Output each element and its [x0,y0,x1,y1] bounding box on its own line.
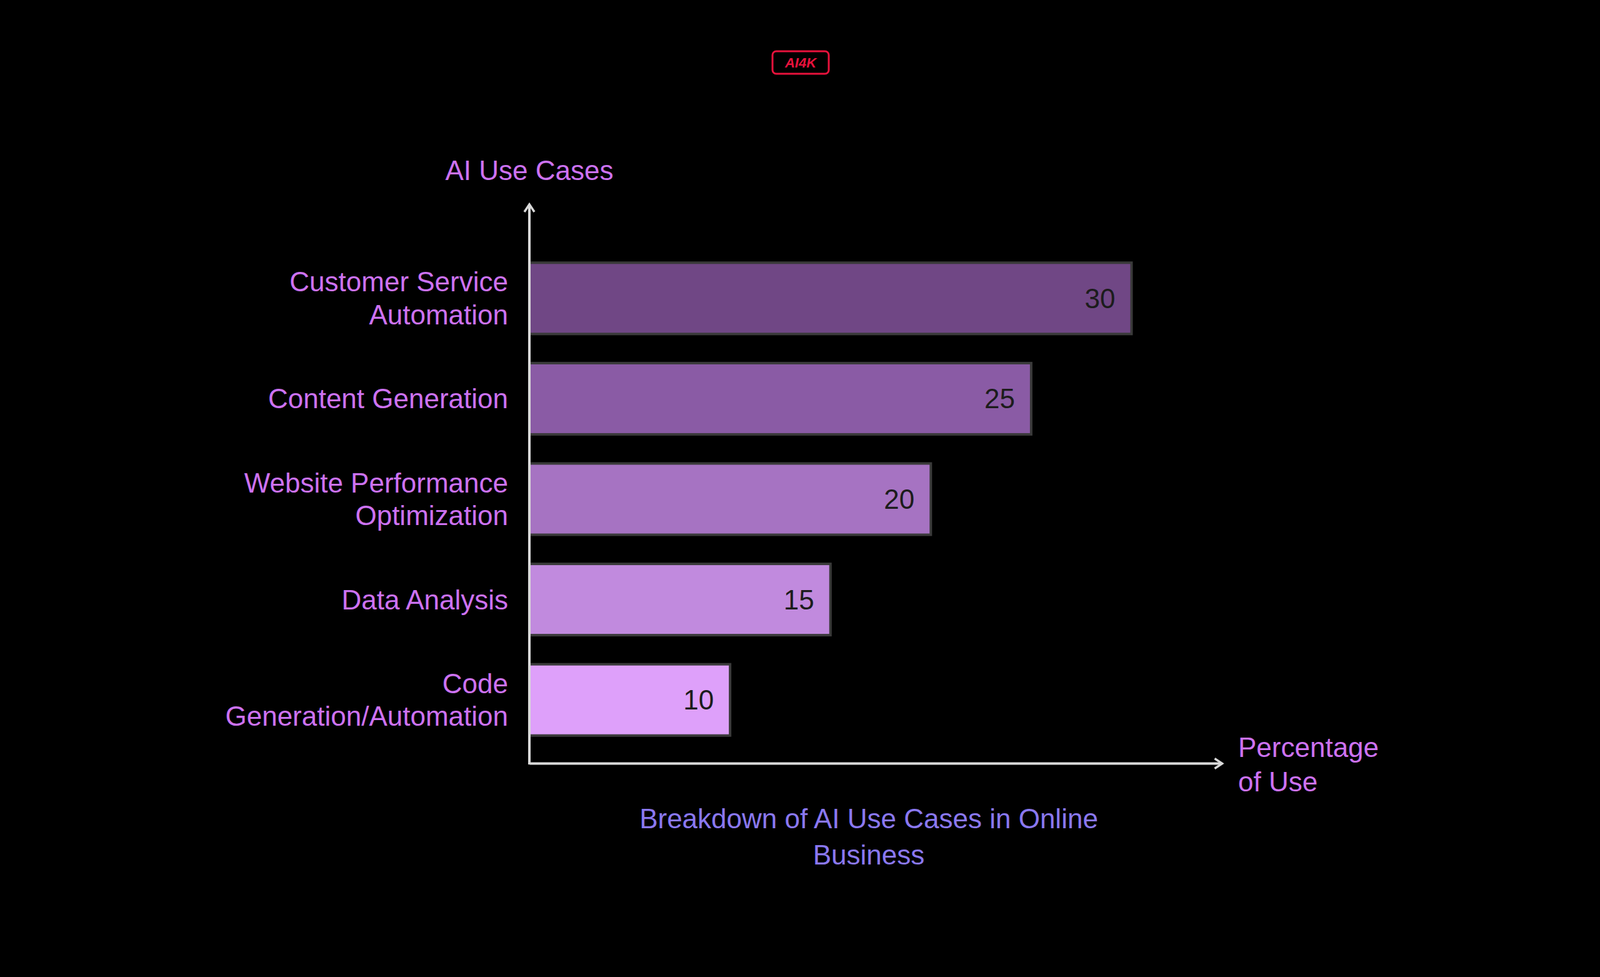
x-axis-title: Percentageof Use [1238,731,1379,797]
y-axis-line [528,204,531,765]
y-tick-label-line: Code [442,668,509,699]
data-label: 10 [683,684,714,715]
chart-container: AI4K Customer ServiceAutomation Content Ge… [0,0,1600,977]
logo-box [772,51,829,74]
data-label: 20 [883,483,915,515]
y-tick: Customer ServiceAutomation [289,266,509,330]
chart-title-line: Breakdown of AI Use Cases in Online [639,803,1099,834]
y-tick-label-line: Optimization [355,500,509,531]
chart-svg: AI4K Customer ServiceAutomation Content Ge… [0,0,1600,977]
chart-title: Breakdown of AI Use Cases in Online Busin… [639,803,1099,870]
logo-text: AI4K [784,55,818,71]
y-tick-label: Customer ServiceAutomation [289,266,509,330]
bar [529,262,1132,334]
y-tick-label: Data Analysis [341,584,509,615]
chart-title-line: Business [813,839,925,870]
y-tick-label-line: Generation/Automation [225,701,509,732]
y-axis: Customer ServiceAutomation Content Genera… [225,266,509,732]
y-tick: CodeGeneration/Automation [225,668,509,732]
y-tick-label: Content Generation [268,383,509,414]
data-label: 15 [783,584,815,615]
bars [529,262,1132,735]
logo: AI4K [772,51,829,74]
y-tick-label-line: Website Performance [244,467,509,499]
y-axis-title: AI Use Cases [445,155,614,186]
data-label: 25 [984,383,1015,414]
x-axis-title-line: of Use [1238,766,1318,797]
y-tick-label-line: Content Generation [268,383,509,414]
x-axis-title-line: Percentage [1238,731,1379,763]
y-tick-label-line: Customer Service [289,266,509,297]
y-tick-label-line: Data Analysis [341,584,509,615]
x-axis [530,763,1223,764]
y-tick-label: CodeGeneration/Automation [225,668,509,732]
x-axis-line [530,762,1223,765]
y-tick: Website PerformanceOptimization [244,467,509,532]
bar [529,363,1032,435]
data-labels: 30 25 20 15 10 [683,283,1115,715]
y-tick: Data Analysis [341,584,509,615]
y-tick-label: Website PerformanceOptimization [244,467,509,532]
data-label: 30 [1085,283,1116,314]
y-tick-label-line: Automation [368,299,509,330]
bar [529,664,730,736]
bar [529,563,831,635]
bar [529,463,931,535]
y-tick: Content Generation [268,383,509,414]
